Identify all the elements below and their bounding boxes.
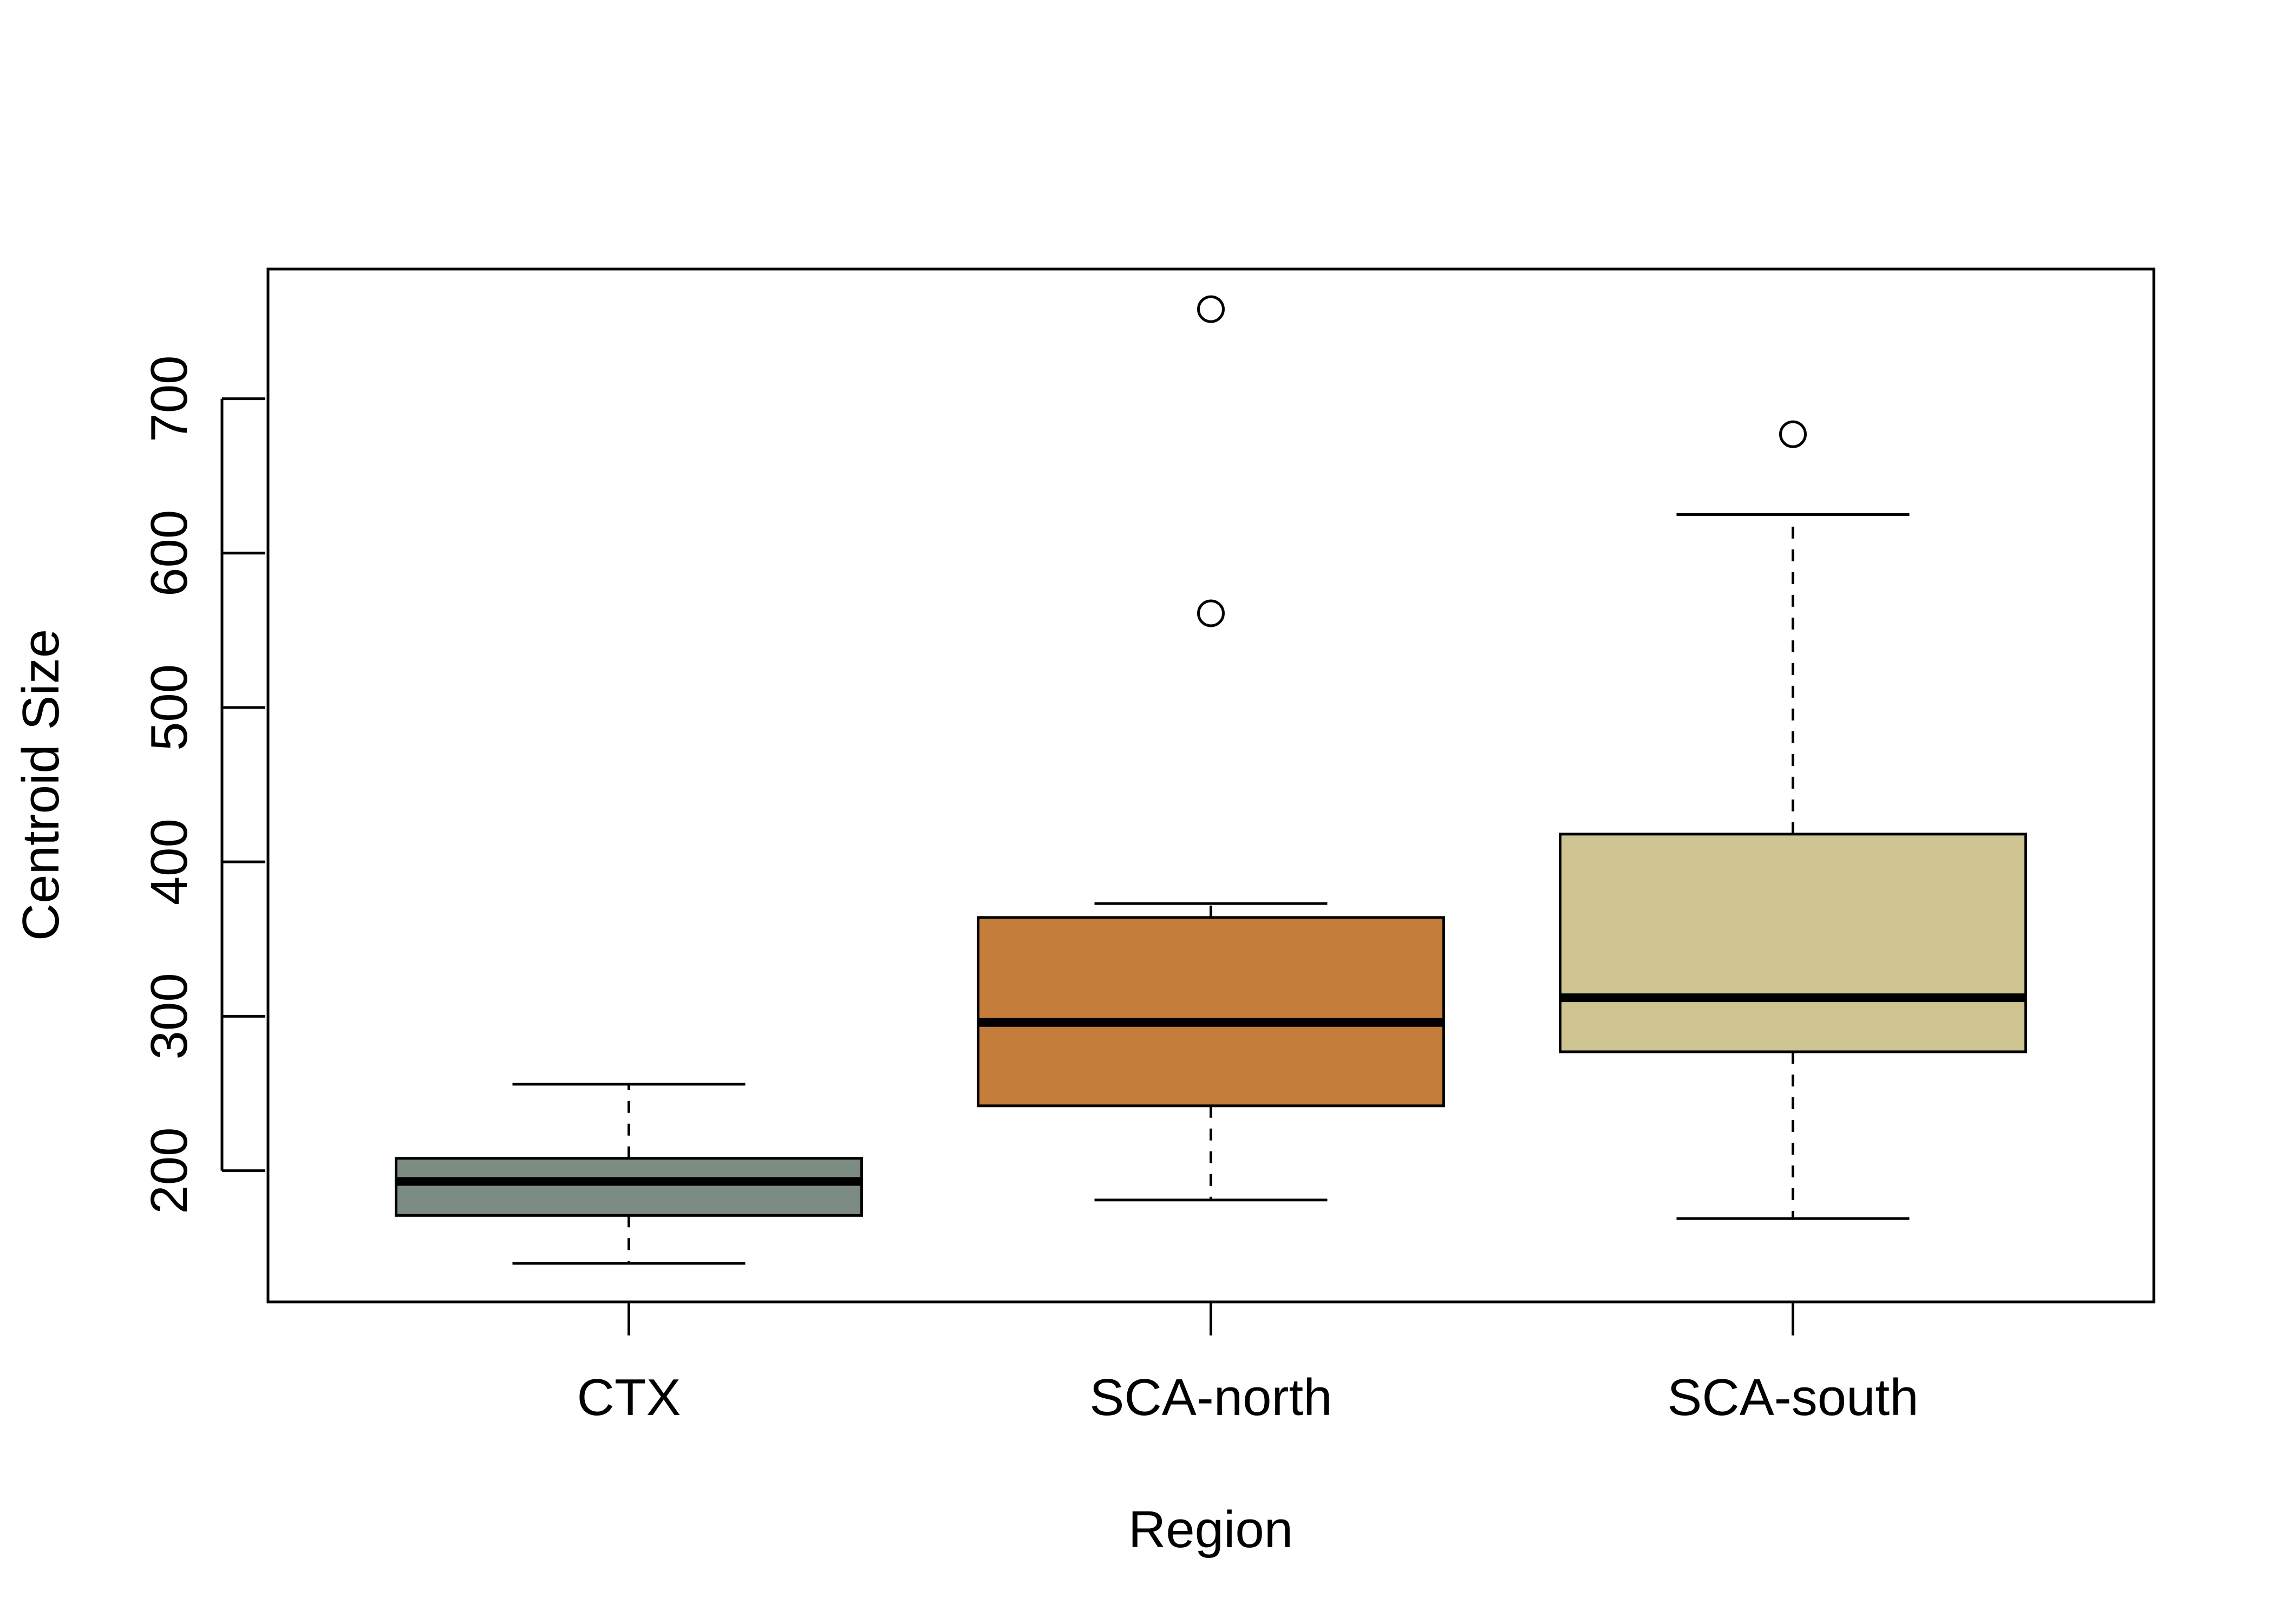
outlier-point xyxy=(1779,420,1807,448)
outlier-point xyxy=(1197,599,1225,627)
iqr-box xyxy=(1559,833,2027,1053)
box-sca-south xyxy=(1559,420,2027,1220)
outlier-point xyxy=(1197,295,1225,323)
y-axis-label: Centroid Size xyxy=(12,629,70,941)
y-tick-label: 700 xyxy=(140,355,198,442)
y-tick-label: 200 xyxy=(140,1127,198,1214)
box-sca-north xyxy=(977,295,1445,1202)
y-tick-label: 400 xyxy=(140,818,198,905)
x-tick-label: SCA-north xyxy=(1089,1368,1332,1426)
y-tick-label: 500 xyxy=(140,664,198,751)
y-axis: 200 300 400 500 600 700 xyxy=(140,355,265,1214)
x-axis: CTX SCA-north SCA-south xyxy=(577,1302,1919,1426)
x-tick-label: SCA-south xyxy=(1667,1368,1918,1426)
y-tick-label: 600 xyxy=(140,510,198,597)
x-axis-label: Region xyxy=(1128,1501,1293,1558)
plot-frame xyxy=(266,267,2155,1304)
iqr-box xyxy=(395,1157,863,1217)
box-ctx xyxy=(395,1083,863,1265)
x-tick-label: CTX xyxy=(577,1368,681,1426)
y-tick-label: 300 xyxy=(140,973,198,1059)
box-group xyxy=(395,295,2027,1265)
iqr-box xyxy=(977,916,1445,1108)
